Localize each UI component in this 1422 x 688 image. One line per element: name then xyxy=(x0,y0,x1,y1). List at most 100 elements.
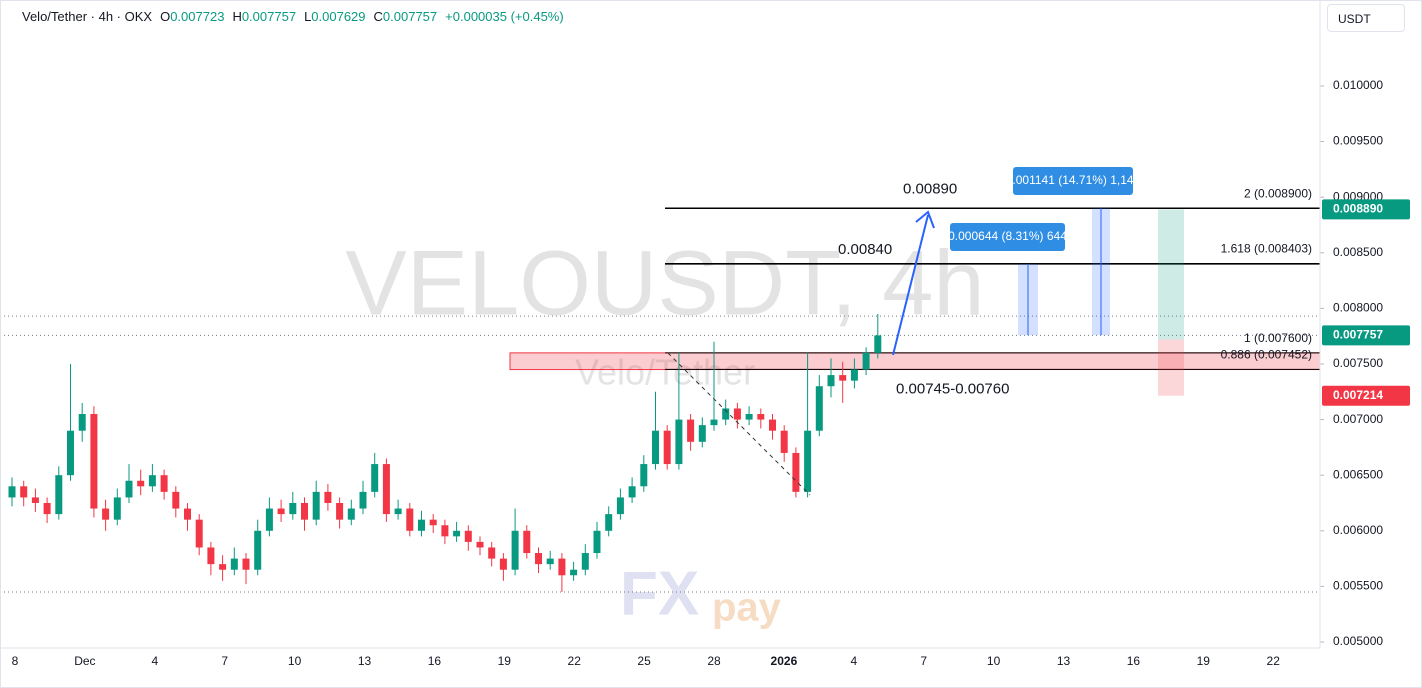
x-tick-label: 4 xyxy=(151,654,158,668)
ohlc-value: 0.007757 xyxy=(241,9,297,24)
position-stop xyxy=(1158,339,1184,396)
candle-body xyxy=(523,530,531,554)
candle-body xyxy=(441,525,449,537)
candle-body xyxy=(850,369,858,381)
candle-body xyxy=(570,569,578,576)
x-tick-label: 25 xyxy=(637,654,651,668)
candle-body xyxy=(289,502,297,515)
support-zone xyxy=(509,352,1321,371)
fib-label: 1 (0.007600) xyxy=(1244,331,1312,345)
candle-body xyxy=(815,386,823,431)
measure-label: 0.000644 (8.31%) 644 xyxy=(948,229,1067,243)
candle-body xyxy=(102,508,110,520)
candle-body xyxy=(581,553,589,570)
change: +0.000035 (+0.45%) xyxy=(445,9,564,24)
price-tag xyxy=(1322,325,1410,346)
candle-body xyxy=(546,558,554,565)
y-tick-label: 0.008500 xyxy=(1333,245,1383,259)
ohlc: O0.007723 xyxy=(160,9,224,24)
candle-body xyxy=(499,558,507,570)
candle-body xyxy=(476,541,484,548)
candle-body xyxy=(67,430,74,476)
ohlc-key: C xyxy=(373,9,383,24)
x-tick-label: 10 xyxy=(987,654,1001,668)
candle-body xyxy=(90,414,98,509)
y-tick-label: 0.009500 xyxy=(1333,134,1383,148)
x-tick-label: 16 xyxy=(428,654,442,668)
candle-body xyxy=(31,497,39,503)
ohlc: C0.007757 xyxy=(374,9,438,24)
ohlc: H0.007757 xyxy=(232,9,296,24)
ohlc: L0.007629 xyxy=(304,9,365,24)
candle-body xyxy=(230,558,238,570)
y-tick-label: 0.007500 xyxy=(1333,356,1383,370)
candle-body xyxy=(254,530,262,570)
measure-label-box xyxy=(950,223,1065,251)
position-target xyxy=(1158,209,1184,340)
candle-body xyxy=(593,530,601,554)
candle-body xyxy=(207,547,215,565)
candle-body xyxy=(172,491,180,509)
candle-body xyxy=(160,475,168,492)
trend-line xyxy=(667,352,811,496)
watermark-subtitle: Velo/Tether xyxy=(575,352,755,393)
candle-body xyxy=(780,430,788,453)
candle-body xyxy=(663,430,671,465)
y-tick-label: 0.005000 xyxy=(1333,634,1383,648)
candle-body xyxy=(745,414,753,420)
x-tick-label: 2026 xyxy=(771,654,798,668)
candle-body xyxy=(148,475,156,487)
candle-body xyxy=(78,414,86,431)
price-tag xyxy=(1322,199,1410,220)
y-tick-label: 0.006000 xyxy=(1333,523,1383,537)
watermark: VELOUSDT, 4h Velo/Tether FX pay xyxy=(345,232,984,629)
candle-body xyxy=(640,464,648,487)
candle-body xyxy=(265,508,273,531)
x-tick-label: 22 xyxy=(1267,654,1281,668)
candle-body xyxy=(827,375,835,387)
candle-body xyxy=(347,508,355,520)
symbol: Velo/Tether · 4h · OKX xyxy=(22,9,153,24)
candle-body xyxy=(628,486,636,498)
candle-body xyxy=(394,508,402,515)
ohlc-key: L xyxy=(304,9,312,24)
x-tick-label: 22 xyxy=(568,654,582,668)
candle-body xyxy=(616,497,624,515)
candle-body xyxy=(839,375,847,381)
candle-body xyxy=(277,508,285,515)
candle-body xyxy=(242,558,250,570)
price-tag-label: 0.007757 xyxy=(1333,328,1383,342)
currency-button[interactable]: USDT xyxy=(1327,4,1405,32)
candle-body xyxy=(43,502,51,515)
candle-body xyxy=(535,553,542,565)
projection-arrow xyxy=(892,210,935,356)
candle-body xyxy=(324,491,332,503)
y-tick-label: 0.006500 xyxy=(1333,467,1383,481)
logo-pay: pay xyxy=(712,586,782,630)
candle-body xyxy=(20,486,28,498)
x-tick-label: 19 xyxy=(498,654,512,668)
x-tick-label: 19 xyxy=(1197,654,1211,668)
plot-area xyxy=(0,0,1320,648)
candle-body xyxy=(710,419,718,426)
candle-body xyxy=(113,497,121,520)
candle-body xyxy=(371,464,379,492)
zone-label: 0.00745-0.00760 xyxy=(896,381,1009,398)
y-tick-label: 0.005500 xyxy=(1333,579,1383,593)
candle-body xyxy=(301,502,308,520)
candle-body xyxy=(652,430,659,465)
price-tag xyxy=(1322,385,1410,406)
ohlc-value: 0.007629 xyxy=(311,9,366,24)
x-tick-label: 7 xyxy=(920,654,927,668)
candle-body xyxy=(137,480,145,487)
x-tick-label: 4 xyxy=(850,654,857,668)
x-tick-label: 13 xyxy=(1057,654,1071,668)
candle-body xyxy=(406,508,414,531)
candle-body xyxy=(418,519,425,531)
x-tick-label: 8 xyxy=(12,654,19,668)
candle-body xyxy=(698,425,706,442)
candle-body xyxy=(195,519,203,548)
x-tick-label: 7 xyxy=(221,654,228,668)
candle-body xyxy=(184,508,191,520)
